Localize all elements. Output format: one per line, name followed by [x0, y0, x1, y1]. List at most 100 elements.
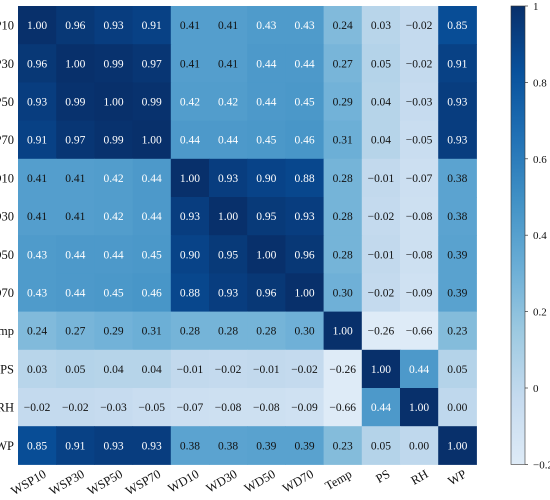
heatmap-cell [361, 6, 401, 45]
heatmap-cell [94, 82, 134, 122]
x-tick-label: WD50 [242, 467, 278, 496]
cell-value-label: 0.43 [256, 20, 276, 32]
heatmap-cell [323, 426, 363, 465]
heatmap-cell [170, 120, 210, 160]
heatmap-cell [247, 273, 286, 313]
heatmap-cell [323, 197, 363, 236]
cell-value-label: −0.66 [406, 326, 433, 338]
cell-value-label: −0.08 [406, 211, 433, 223]
x-tick-label: WSP70 [123, 467, 163, 498]
cell-value-label: 1.00 [371, 364, 391, 376]
heatmap-cell [94, 388, 134, 427]
heatmap-cell [56, 235, 95, 274]
heatmap-cell [438, 6, 477, 45]
heatmap-cell [438, 82, 477, 122]
heatmap-cell [400, 349, 439, 389]
cell-value-label: 0.44 [142, 211, 162, 223]
heatmap-cell [94, 197, 134, 236]
cell-value-label: −0.02 [62, 402, 89, 414]
heatmap-cell [285, 426, 325, 465]
x-tick-label: WSP30 [47, 467, 87, 498]
cell-value-label: 0.93 [294, 211, 314, 223]
heatmap-cell [361, 273, 401, 313]
x-tick-label: WSP50 [85, 467, 125, 498]
heatmap-cell [438, 235, 477, 274]
x-tick-label: WD10 [166, 467, 202, 496]
cell-value-label: 0.41 [65, 211, 85, 223]
cell-value-label: 1.00 [294, 288, 314, 300]
heatmap-cell [361, 388, 401, 427]
heatmap-cell [209, 388, 248, 427]
cell-value-label: −0.26 [368, 326, 395, 338]
cell-value-label: 0.41 [218, 58, 238, 70]
heatmap-cell [285, 311, 325, 351]
cell-value-label: 0.41 [180, 20, 200, 32]
heatmap-cell [361, 311, 401, 351]
heatmap-cell [285, 235, 325, 274]
heatmap-cell [132, 235, 172, 274]
heatmap-cell [18, 349, 57, 389]
colorbar-tick-label: 0 [533, 383, 539, 395]
heatmap-cell [209, 6, 248, 45]
cell-value-label: 0.29 [333, 97, 353, 109]
heatmap-cell [170, 197, 210, 236]
cell-value-label: −0.66 [329, 402, 356, 414]
cell-value-label: 0.43 [27, 249, 47, 261]
cell-value-label: −0.09 [291, 402, 318, 414]
colorbar-tick-label: 0.4 [533, 230, 547, 242]
cell-value-label: 0.41 [218, 20, 238, 32]
heatmap-cell [132, 197, 172, 236]
heatmap-cell [247, 197, 286, 236]
cell-value-label: 0.44 [103, 249, 123, 261]
x-tick-label: WSP10 [9, 467, 49, 498]
heatmap-cell [18, 273, 57, 313]
cell-value-label: 0.30 [294, 326, 314, 338]
heatmap-cell [170, 6, 210, 45]
heatmap-cell [209, 120, 248, 160]
heatmap-cell [285, 388, 325, 427]
heatmap-cell [18, 388, 57, 427]
cell-value-label: 0.46 [142, 288, 162, 300]
heatmap-cell [94, 311, 134, 351]
heatmap-cell [400, 273, 439, 313]
cell-value-label: 1.00 [142, 135, 162, 147]
heatmap-cell [209, 349, 248, 389]
heatmap-cell [132, 426, 172, 465]
heatmap-cell [400, 120, 439, 160]
cell-value-label: 0.97 [65, 135, 85, 147]
heatmap-cell [132, 44, 172, 83]
heatmap-cell [18, 311, 57, 351]
cell-value-label: 0.38 [447, 211, 467, 223]
colorbar: 1 0.8 0.6 0.4 0.2 0 −0.2 [510, 1, 550, 471]
cell-value-label: 0.04 [371, 135, 391, 147]
heatmap-cell [361, 235, 401, 274]
heatmap-cell [209, 44, 248, 83]
cell-value-label: 0.04 [103, 364, 123, 376]
cell-value-label: 0.93 [142, 440, 162, 452]
cell-value-label: −0.02 [406, 20, 433, 32]
cell-value-label: 0.42 [103, 211, 123, 223]
cell-value-label: 0.05 [371, 440, 391, 452]
cell-value-label: 0.95 [256, 211, 276, 223]
cell-value-label: 0.44 [180, 135, 200, 147]
heatmap-cell [323, 120, 363, 160]
cell-value-label: 0.44 [65, 249, 85, 261]
cell-value-label: 0.85 [27, 440, 47, 452]
heatmap-cell [285, 6, 325, 45]
heatmap-cell [247, 388, 286, 427]
cell-value-label: −0.02 [215, 364, 242, 376]
heatmap-cell [323, 273, 363, 313]
colorbar-gradient [510, 5, 526, 465]
cell-value-label: 0.46 [294, 135, 314, 147]
heatmap-cell [323, 44, 363, 83]
heatmap-cell [285, 82, 325, 122]
cell-value-label: 0.93 [103, 440, 123, 452]
heatmap-cell [209, 311, 248, 351]
y-tick-label: WD50 [0, 248, 14, 262]
cell-value-label: 0.28 [180, 326, 200, 338]
cell-value-label: 0.45 [142, 249, 162, 261]
cell-value-label: 0.39 [294, 440, 314, 452]
x-tick-label: Temp [323, 467, 355, 493]
heatmap-cell [400, 6, 439, 45]
cell-value-label: 0.45 [294, 97, 314, 109]
